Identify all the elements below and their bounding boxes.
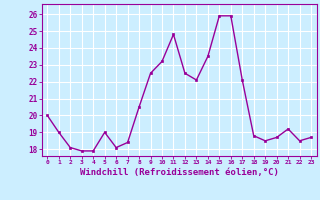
X-axis label: Windchill (Refroidissement éolien,°C): Windchill (Refroidissement éolien,°C) <box>80 168 279 177</box>
